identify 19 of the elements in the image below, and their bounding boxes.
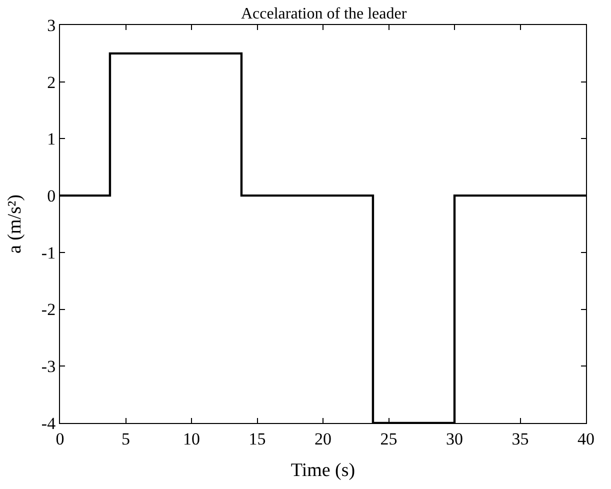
y-tick-label: -4: [41, 414, 56, 433]
x-tick-label: 35: [512, 429, 529, 448]
x-tick-label: 10: [183, 429, 200, 448]
x-tick-label: 30: [446, 429, 463, 448]
x-tick-label: 25: [380, 429, 398, 448]
y-tick-label: 0: [47, 186, 56, 206]
y-tick-label: -3: [41, 357, 56, 376]
y-tick-label: 3: [47, 16, 56, 35]
x-tick-label: 5: [122, 429, 130, 448]
x-tick-label: 40: [578, 429, 594, 448]
chart-title: Accelaration of the leader: [240, 6, 408, 23]
y-tick-label: 2: [47, 72, 56, 92]
y-tick-label: -1: [41, 243, 56, 262]
y-tick-label: -2: [41, 300, 56, 320]
y-tick-label: 1: [47, 130, 56, 149]
x-tick-label: 20: [314, 429, 332, 448]
x-tick-label: 15: [248, 429, 266, 448]
y-axis-title: a (m/s²): [4, 194, 26, 254]
x-axis-title: Time (s): [290, 460, 356, 482]
